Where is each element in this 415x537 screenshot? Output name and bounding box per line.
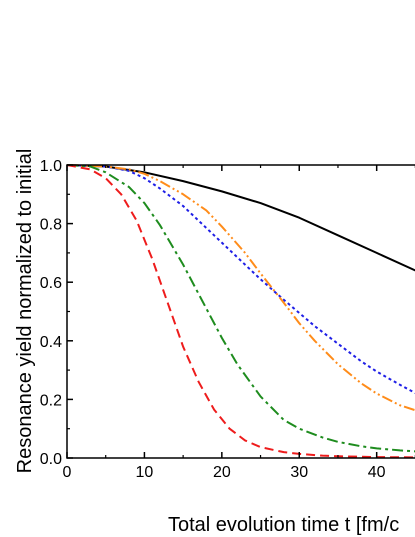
y-tick-label: 0.2: [40, 392, 62, 409]
y-tick-label: 0.4: [40, 334, 62, 351]
x-axis-title: Total evolution time t [fm/c: [168, 514, 399, 536]
y-tick-label: 1.0: [40, 158, 62, 175]
x-tick-label: 0: [63, 464, 72, 481]
y-tick-label: 0.6: [40, 275, 62, 292]
y-axis-title: Resonance yield normalized to initial: [14, 149, 36, 474]
series-line-2: [66, 164, 415, 395]
y-tick-label: 0.0: [40, 451, 62, 468]
series-line-3: [66, 164, 415, 412]
y-tick-label: 0.8: [40, 217, 62, 234]
series-layer: [66, 164, 415, 459]
plot-frame: [66, 164, 415, 459]
series-line-4: [66, 164, 415, 453]
tick-layer: 0 10 20 30 40 0.0 0.2 0.4 0.6 0.8 1.0: [40, 158, 415, 481]
series-line-5: [66, 164, 415, 459]
series-line-1: [66, 164, 415, 272]
x-tick-label: 40: [368, 464, 386, 481]
x-tick-label: 30: [290, 464, 308, 481]
x-tick-label: 10: [136, 464, 154, 481]
x-tick-label: 20: [213, 464, 231, 481]
